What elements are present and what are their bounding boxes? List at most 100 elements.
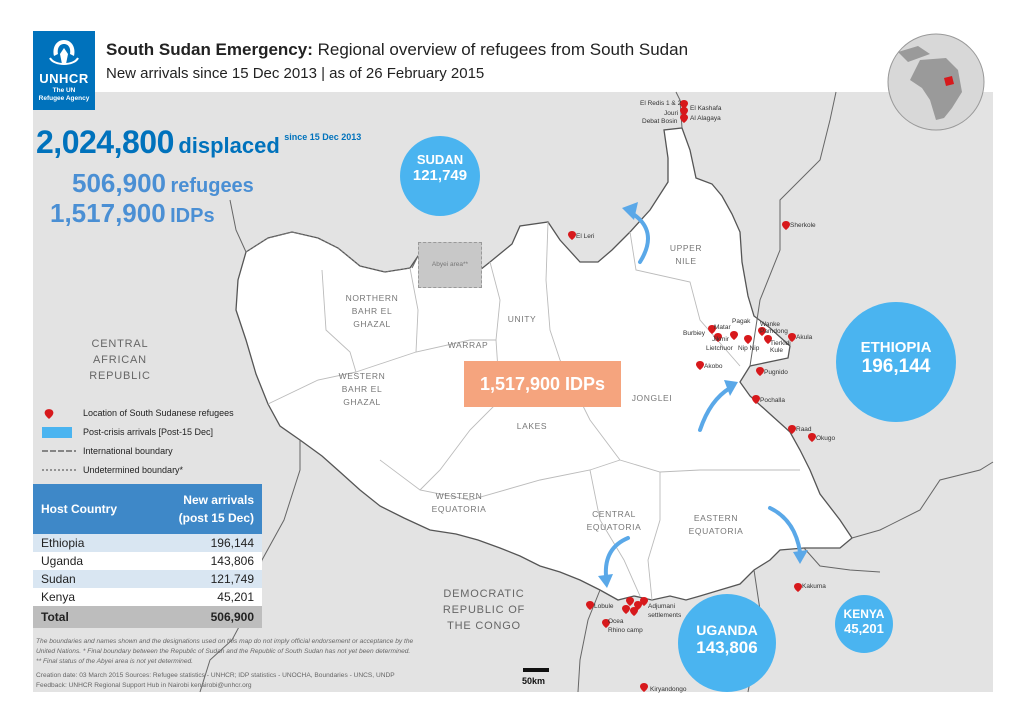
place-lobule: Lobule bbox=[594, 603, 614, 610]
legend-item: Location of South Sudanese refugees bbox=[36, 404, 266, 423]
country-line: AFRICAN bbox=[93, 354, 147, 366]
pin-icon[interactable] bbox=[782, 221, 790, 230]
scale-bar bbox=[523, 668, 549, 672]
place-akobo: Akobo bbox=[704, 363, 723, 370]
scale-label: 50km bbox=[522, 676, 546, 686]
legend-item: International boundary bbox=[36, 442, 266, 461]
movement-arrows bbox=[603, 210, 802, 578]
place-okugo: Okugo bbox=[816, 435, 836, 442]
pin-icon[interactable] bbox=[622, 605, 630, 614]
region-line: CENTRAL bbox=[592, 509, 636, 519]
stat-refugees: 506,900 refugees bbox=[72, 168, 254, 199]
pin-icon[interactable] bbox=[680, 114, 688, 123]
cell-country: Sudan bbox=[33, 570, 148, 588]
cell-value: 121,749 bbox=[147, 570, 262, 588]
bubble-name: KENYA bbox=[843, 607, 885, 621]
pin-icon[interactable] bbox=[630, 607, 638, 616]
stat-displaced: 2,024,800 displaced since 15 Dec 2013 bbox=[36, 124, 361, 161]
bubble-value: 121,749 bbox=[412, 167, 468, 184]
bubble-value: 143,806 bbox=[696, 638, 758, 657]
region-northern-bahr-el-ghazal: NORTHERN BAHR EL GHAZAL bbox=[336, 292, 408, 331]
place-adjumani: Adjumani bbox=[648, 603, 676, 610]
place-burbiey: Burbiey bbox=[683, 330, 706, 337]
region-line: UPPER bbox=[669, 243, 703, 253]
pin-icon[interactable] bbox=[756, 367, 764, 376]
place-jikmir: Jikmir bbox=[712, 336, 729, 343]
col-host-country: Host Country bbox=[33, 484, 148, 534]
region-line: EQUATORIA bbox=[586, 522, 642, 532]
country-drc: DEMOCRATIC REPUBLIC OF THE CONGO bbox=[436, 586, 532, 634]
cell-country: Uganda bbox=[33, 552, 148, 570]
table-total-row: Total 506,900 bbox=[33, 606, 262, 628]
cell-value: 45,201 bbox=[147, 588, 262, 606]
bubble-sudan: SUDAN 121,749 bbox=[400, 136, 480, 216]
region-warrap: WARRAP bbox=[438, 339, 498, 352]
unhcr-emblem-icon bbox=[49, 40, 79, 65]
region-lakes: LAKES bbox=[504, 420, 560, 433]
region-line: NILE bbox=[675, 256, 697, 266]
place-kiryandongo: Kiryandongo bbox=[650, 686, 687, 693]
col-new-arrivals-line2: (post 15 Dec) bbox=[178, 511, 254, 525]
pin-icon[interactable] bbox=[568, 231, 576, 240]
logo-subtitle: The UN bbox=[52, 87, 76, 94]
place-kakuma: Kakuma bbox=[802, 583, 826, 590]
region-western-bahr-el-ghazal: WESTERN BAHR EL GHAZAL bbox=[326, 370, 398, 409]
bubble-name: ETHIOPIA bbox=[860, 339, 932, 356]
place-el-redis: El Redis 1 & 2 bbox=[640, 100, 682, 107]
region-line: GHAZAL bbox=[343, 397, 381, 407]
legend-item: Post-crisis arrivals [Post-15 Dec] bbox=[36, 423, 266, 442]
page-title: South Sudan Emergency: Regional overview… bbox=[106, 40, 688, 60]
cell-country: Kenya bbox=[33, 588, 148, 606]
bubble-value: 196,144 bbox=[861, 356, 931, 377]
place-pochalla: Pochalla bbox=[760, 397, 785, 404]
place-nip-nip: Nip Nip bbox=[738, 345, 760, 352]
table-row: Kenya 45,201 bbox=[33, 588, 262, 606]
pin-icon[interactable] bbox=[640, 683, 648, 692]
pin-icon[interactable] bbox=[696, 361, 704, 370]
legend-label: Location of South Sudanese refugees bbox=[83, 408, 234, 418]
legend-label: Post-crisis arrivals [Post-15 Dec] bbox=[83, 427, 214, 437]
bubble-name: SUDAN bbox=[416, 152, 464, 167]
pin-icon[interactable] bbox=[808, 433, 816, 442]
page-subtitle: New arrivals since 15 Dec 2013 | as of 2… bbox=[106, 65, 485, 82]
place-wanke: Wanke bbox=[760, 321, 780, 328]
country-line: THE CONGO bbox=[447, 620, 521, 632]
region-line: NORTHERN bbox=[345, 293, 399, 303]
region-line: BAHR EL bbox=[341, 384, 383, 394]
place-pugnido: Pugnido bbox=[764, 369, 788, 376]
region-western-equatoria: WESTERN EQUATORIA bbox=[418, 490, 500, 516]
place-kule: Kule bbox=[770, 347, 784, 354]
pin-icon[interactable] bbox=[730, 331, 738, 340]
map-legend: Location of South Sudanese refugees Post… bbox=[36, 404, 266, 480]
pin-icon[interactable] bbox=[752, 395, 760, 404]
col-new-arrivals-line1: New arrivals bbox=[183, 493, 254, 507]
pin-icon bbox=[44, 409, 54, 419]
region-eastern-equatoria: EASTERN EQUATORIA bbox=[676, 512, 756, 538]
place-rhino-camp: Rhino camp bbox=[608, 627, 643, 634]
place-settlements: settlements bbox=[648, 612, 682, 619]
region-upper-nile: UPPER NILE bbox=[656, 242, 716, 268]
undetermined-boundary bbox=[245, 231, 411, 273]
place-el-leri: El Leri bbox=[576, 233, 595, 240]
region-line: WARRAP bbox=[447, 340, 489, 350]
place-akula: Akula bbox=[796, 334, 813, 341]
pin-icon[interactable] bbox=[586, 601, 594, 610]
pin-icon[interactable] bbox=[788, 425, 796, 434]
arrow-heads bbox=[598, 202, 808, 588]
region-unity: UNITY bbox=[494, 313, 550, 326]
undetermined-boundary-icon bbox=[42, 469, 76, 471]
table-row: Ethiopia 196,144 bbox=[33, 534, 262, 552]
pin-icon[interactable] bbox=[744, 335, 752, 344]
legend-label: Undetermined boundary* bbox=[83, 465, 184, 475]
pin-icon[interactable] bbox=[794, 583, 802, 592]
place-ocea: Ocea bbox=[608, 618, 624, 625]
region-central-equatoria: CENTRAL EQUATORIA bbox=[574, 508, 654, 534]
pin-icon[interactable] bbox=[626, 597, 634, 606]
bubble-value: 45,201 bbox=[844, 621, 884, 636]
cell-value: 196,144 bbox=[147, 534, 262, 552]
region-jonglei: JONGLEI bbox=[624, 392, 680, 405]
place-jouri: Jouri bbox=[664, 110, 679, 117]
region-line: UNITY bbox=[507, 314, 537, 324]
region-line: EQUATORIA bbox=[688, 526, 744, 536]
legend-label: International boundary bbox=[83, 446, 173, 456]
